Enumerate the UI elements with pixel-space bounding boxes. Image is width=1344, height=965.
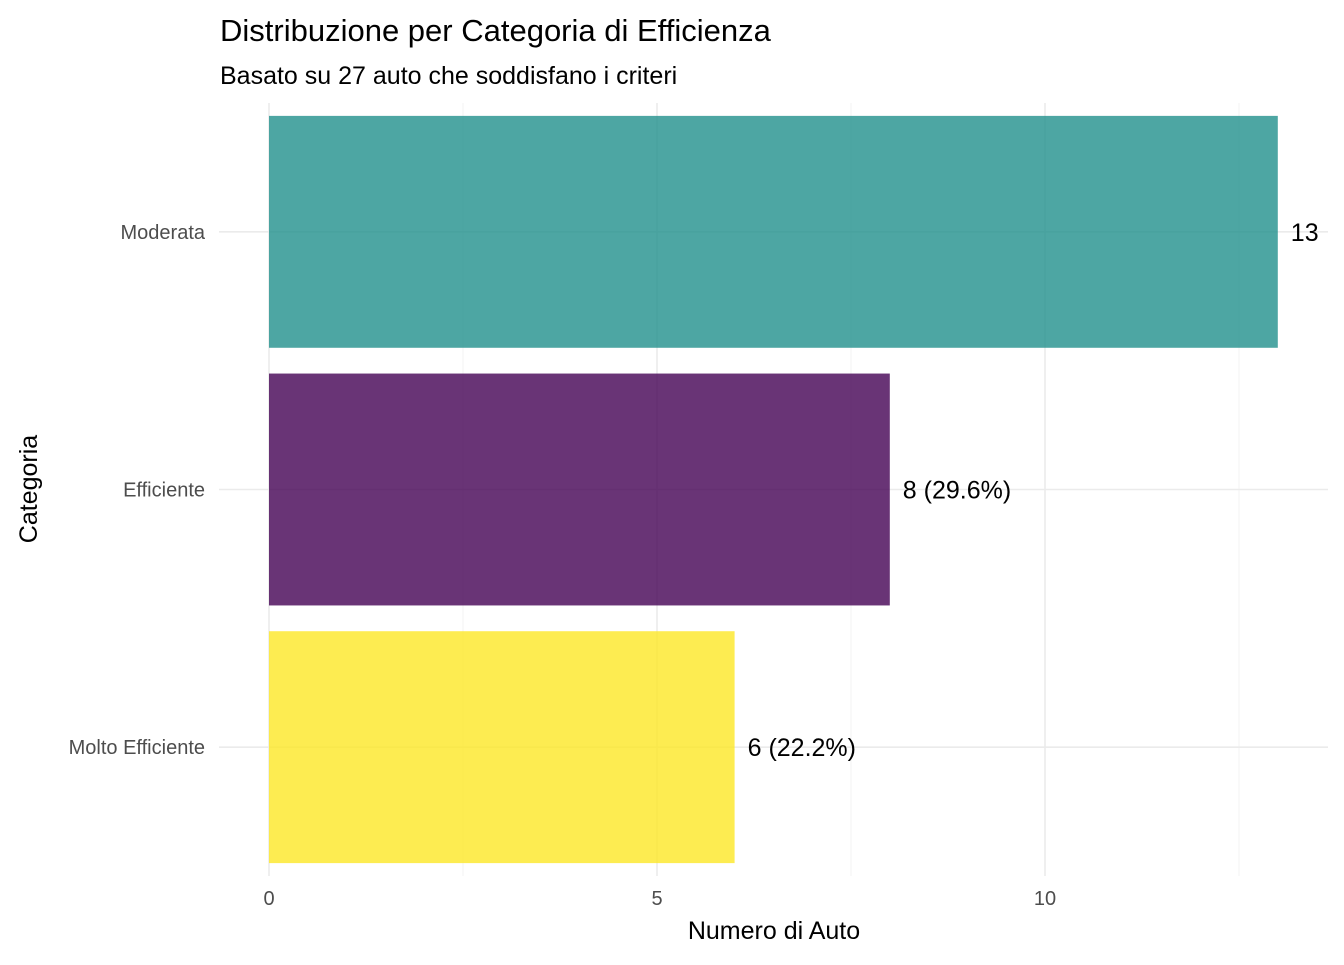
y-tick-label: Moderata [121,222,206,244]
chart-subtitle: Basato su 27 auto che soddisfano i crite… [220,62,677,90]
data-labels: 13 8 (29.6%) 6 (22.2%) [748,219,1319,762]
chart-title: Distribuzione per Categoria di Efficienz… [220,13,772,48]
y-tick-label: Efficiente [123,480,205,502]
y-axis-tick-labels: Moderata Efficiente Molto Efficiente [69,222,206,759]
y-tick-label: Molto Efficiente [69,737,205,759]
x-axis-tick-labels: 0 5 10 [263,888,1056,910]
x-tick-label: 10 [1034,888,1056,910]
bars [269,115,1278,864]
bar-moderata [269,115,1278,348]
x-axis-title: Numero di Auto [688,917,860,945]
bar-efficiente [269,373,890,606]
x-tick-label: 5 [651,888,662,910]
x-tick-label: 0 [263,888,274,910]
data-label: 13 [1291,219,1319,247]
data-label: 6 (22.2%) [748,734,856,762]
y-axis-title: Categoria [15,435,43,543]
data-label: 8 (29.6%) [903,477,1011,505]
bar-molto-efficiente [269,631,735,864]
